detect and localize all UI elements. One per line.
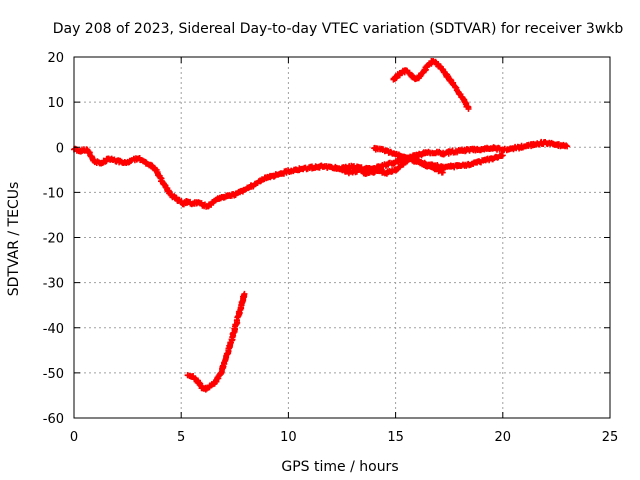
- x-tick-label: 5: [177, 430, 185, 445]
- data-point: [241, 290, 248, 297]
- x-axis-label: GPS time / hours: [281, 459, 398, 475]
- chart-title: Day 208 of 2023, Sidereal Day-to-day VTE…: [53, 21, 624, 37]
- series-steep-lower-track: [184, 290, 248, 393]
- series-noisy-overlap-track: [336, 154, 446, 177]
- data-point-cluster: [198, 383, 205, 392]
- x-tick-label: 25: [602, 430, 619, 445]
- y-tick-label: 0: [56, 141, 64, 156]
- data-point: [499, 152, 506, 159]
- data-layer: [71, 58, 571, 393]
- y-tick-label: 20: [47, 51, 64, 66]
- data-point-cluster: [404, 67, 413, 77]
- ticks: 0 5 10 15 20 25 -60 -50 -40 -30 -20 -10 0 10 20: [43, 51, 619, 445]
- y-tick-label: -40: [43, 322, 64, 337]
- data-point-cluster: [440, 67, 452, 82]
- x-tick-label: 15: [387, 430, 404, 445]
- y-tick-label: 10: [47, 96, 64, 111]
- data-point: [465, 105, 472, 112]
- series-upper-arc-track: [390, 58, 472, 112]
- y-tick-label: -20: [43, 232, 64, 247]
- data-point-cluster: [148, 162, 161, 176]
- data-point-cluster: [164, 185, 173, 197]
- y-tick-label: -30: [43, 277, 64, 292]
- data-point: [564, 143, 571, 150]
- y-tick-label: -10: [43, 186, 64, 201]
- data-point-cluster: [395, 161, 407, 171]
- y-axis-label: SDTVAR / TECUs: [6, 182, 22, 297]
- y-tick-label: -60: [43, 412, 64, 427]
- x-tick-label: 10: [280, 430, 297, 445]
- x-tick-label: 20: [495, 430, 512, 445]
- data-point: [439, 169, 446, 176]
- x-tick-label: 0: [70, 430, 78, 445]
- y-tick-label: -50: [43, 367, 64, 382]
